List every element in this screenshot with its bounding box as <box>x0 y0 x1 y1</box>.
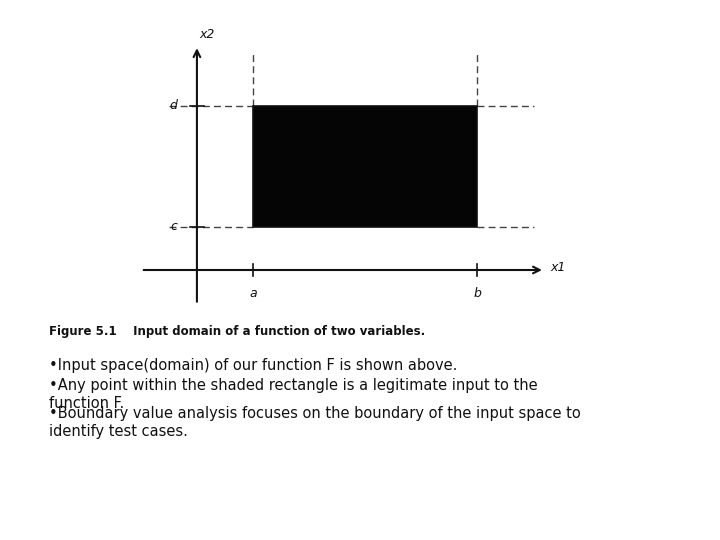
Text: a: a <box>249 287 257 300</box>
Text: x2: x2 <box>199 28 215 41</box>
Bar <box>253 106 477 227</box>
Text: c: c <box>171 220 177 233</box>
Text: x1: x1 <box>550 261 566 274</box>
Text: •Boundary value analysis focuses on the boundary of the input space to
identify : •Boundary value analysis focuses on the … <box>49 406 581 440</box>
Text: d: d <box>169 99 177 112</box>
Text: b: b <box>474 287 482 300</box>
Text: •Input space(domain) of our function F is shown above.: •Input space(domain) of our function F i… <box>49 358 457 373</box>
Text: Figure 5.1    Input domain of a function of two variables.: Figure 5.1 Input domain of a function of… <box>49 326 426 339</box>
Text: •Any point within the shaded rectangle is a legitimate input to the
function F.: •Any point within the shaded rectangle i… <box>49 377 538 411</box>
